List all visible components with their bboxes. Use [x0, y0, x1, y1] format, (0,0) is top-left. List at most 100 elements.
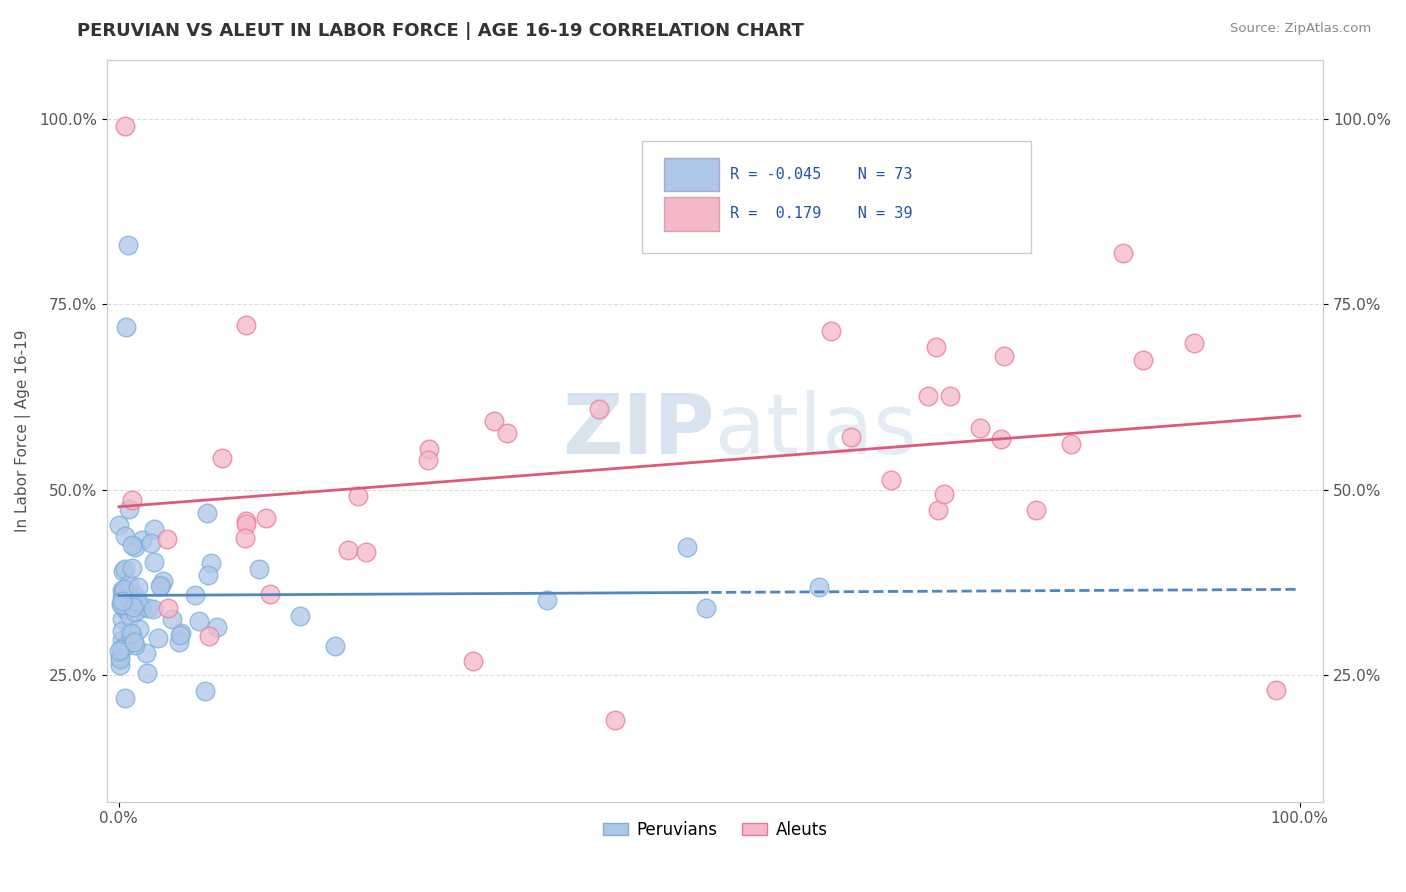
- Point: [114, 602, 136, 616]
- Point: [124, 639, 146, 653]
- FancyBboxPatch shape: [643, 141, 1032, 252]
- Point: [695, 601, 717, 615]
- Point: [808, 580, 831, 594]
- Point: [880, 474, 903, 488]
- Point: [124, 540, 146, 554]
- Point: [603, 713, 626, 727]
- Point: [111, 583, 134, 598]
- Point: [536, 592, 558, 607]
- Point: [128, 622, 150, 636]
- Point: [122, 599, 145, 614]
- Point: [108, 650, 131, 665]
- Point: [1182, 336, 1205, 351]
- FancyBboxPatch shape: [664, 197, 718, 231]
- Point: [112, 564, 135, 578]
- Point: [167, 635, 190, 649]
- Point: [142, 602, 165, 616]
- Point: [129, 600, 152, 615]
- Point: [288, 609, 311, 624]
- Point: [118, 501, 141, 516]
- Point: [676, 540, 699, 554]
- Point: [111, 594, 134, 608]
- Point: [1111, 245, 1133, 260]
- Point: [114, 690, 136, 705]
- Point: [120, 625, 142, 640]
- Point: [114, 529, 136, 543]
- Point: [118, 610, 141, 624]
- Point: [111, 633, 134, 648]
- Point: [111, 585, 134, 599]
- Text: ZIP: ZIP: [562, 390, 716, 471]
- Point: [1265, 683, 1288, 698]
- FancyBboxPatch shape: [664, 158, 718, 191]
- Point: [157, 600, 180, 615]
- Point: [254, 511, 277, 525]
- Point: [149, 579, 172, 593]
- Point: [1025, 503, 1047, 517]
- Point: [124, 594, 146, 608]
- Point: [993, 350, 1015, 364]
- Point: [146, 631, 169, 645]
- Point: [110, 624, 132, 638]
- Point: [124, 589, 146, 603]
- Point: [337, 542, 360, 557]
- Point: [108, 644, 131, 658]
- Point: [111, 599, 134, 613]
- Point: [131, 533, 153, 547]
- Point: [820, 324, 842, 338]
- Point: [170, 626, 193, 640]
- Point: [150, 578, 173, 592]
- Point: [233, 531, 256, 545]
- Point: [990, 432, 1012, 446]
- Point: [211, 450, 233, 465]
- Point: [135, 646, 157, 660]
- Point: [169, 628, 191, 642]
- Point: [247, 562, 270, 576]
- Point: [839, 430, 862, 444]
- Point: [927, 502, 949, 516]
- Point: [136, 601, 159, 615]
- Point: [108, 652, 131, 666]
- Text: atlas: atlas: [716, 390, 917, 471]
- Point: [325, 639, 347, 653]
- Point: [924, 341, 946, 355]
- Point: [111, 612, 134, 626]
- Point: [124, 606, 146, 620]
- Legend: Peruvians, Aleuts: Peruvians, Aleuts: [596, 814, 834, 846]
- Point: [235, 318, 257, 332]
- Point: [143, 522, 166, 536]
- Point: [482, 414, 505, 428]
- Point: [259, 586, 281, 600]
- Point: [127, 594, 149, 608]
- Point: [1060, 437, 1083, 451]
- Point: [197, 568, 219, 582]
- Point: [114, 120, 136, 134]
- Point: [121, 627, 143, 641]
- Point: [156, 532, 179, 546]
- Point: [110, 597, 132, 611]
- Point: [939, 389, 962, 403]
- Point: [461, 654, 484, 668]
- Point: [111, 590, 134, 604]
- Point: [932, 487, 955, 501]
- Point: [115, 602, 138, 616]
- Point: [354, 545, 377, 559]
- Point: [114, 640, 136, 654]
- Point: [197, 629, 219, 643]
- Point: [1132, 352, 1154, 367]
- Point: [188, 614, 211, 628]
- Y-axis label: In Labor Force | Age 16-19: In Labor Force | Age 16-19: [15, 329, 31, 532]
- Point: [108, 657, 131, 672]
- Point: [588, 401, 610, 416]
- Point: [205, 620, 228, 634]
- Point: [418, 442, 440, 457]
- Text: R = -0.045    N = 73: R = -0.045 N = 73: [730, 167, 912, 182]
- Point: [142, 555, 165, 569]
- Point: [121, 538, 143, 552]
- Point: [117, 238, 139, 252]
- Point: [115, 319, 138, 334]
- Point: [195, 507, 218, 521]
- Point: [139, 536, 162, 550]
- Point: [121, 493, 143, 508]
- Text: PERUVIAN VS ALEUT IN LABOR FORCE | AGE 16-19 CORRELATION CHART: PERUVIAN VS ALEUT IN LABOR FORCE | AGE 1…: [77, 22, 804, 40]
